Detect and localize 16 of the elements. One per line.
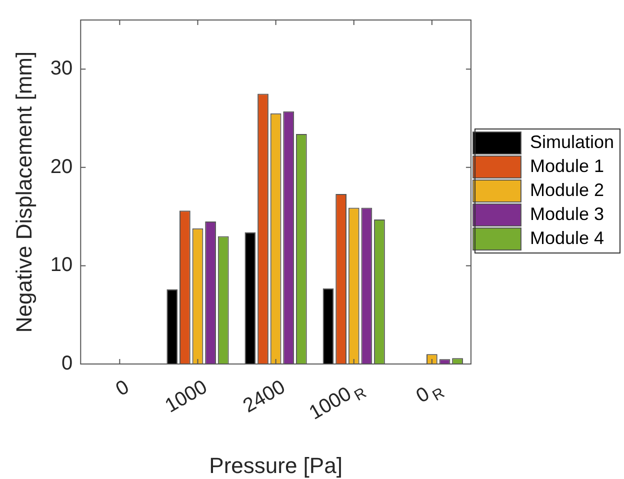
y-axis-title: Negative Displacement [mm] (11, 51, 36, 333)
y-tick-label: 10 (50, 254, 73, 276)
x-tick-label: 2400 (240, 376, 290, 418)
x-tick-label: 0 (112, 376, 133, 401)
y-tick-label: 0 (62, 352, 73, 375)
x-tick-label: 1000R (306, 382, 370, 424)
legend-label: Module 4 (530, 228, 604, 248)
x-tick-label: 0R (412, 382, 448, 408)
x-axis-title: Pressure [Pa] (209, 453, 342, 478)
legend-label: Simulation (530, 132, 614, 152)
x-tick-label: 1000 (161, 376, 212, 418)
legend-label: Module 3 (530, 204, 604, 224)
legend-label: Module 1 (530, 156, 604, 176)
legend-label: Module 2 (530, 180, 604, 200)
y-tick-label: 20 (50, 156, 73, 178)
y-tick-label: 30 (50, 58, 73, 80)
